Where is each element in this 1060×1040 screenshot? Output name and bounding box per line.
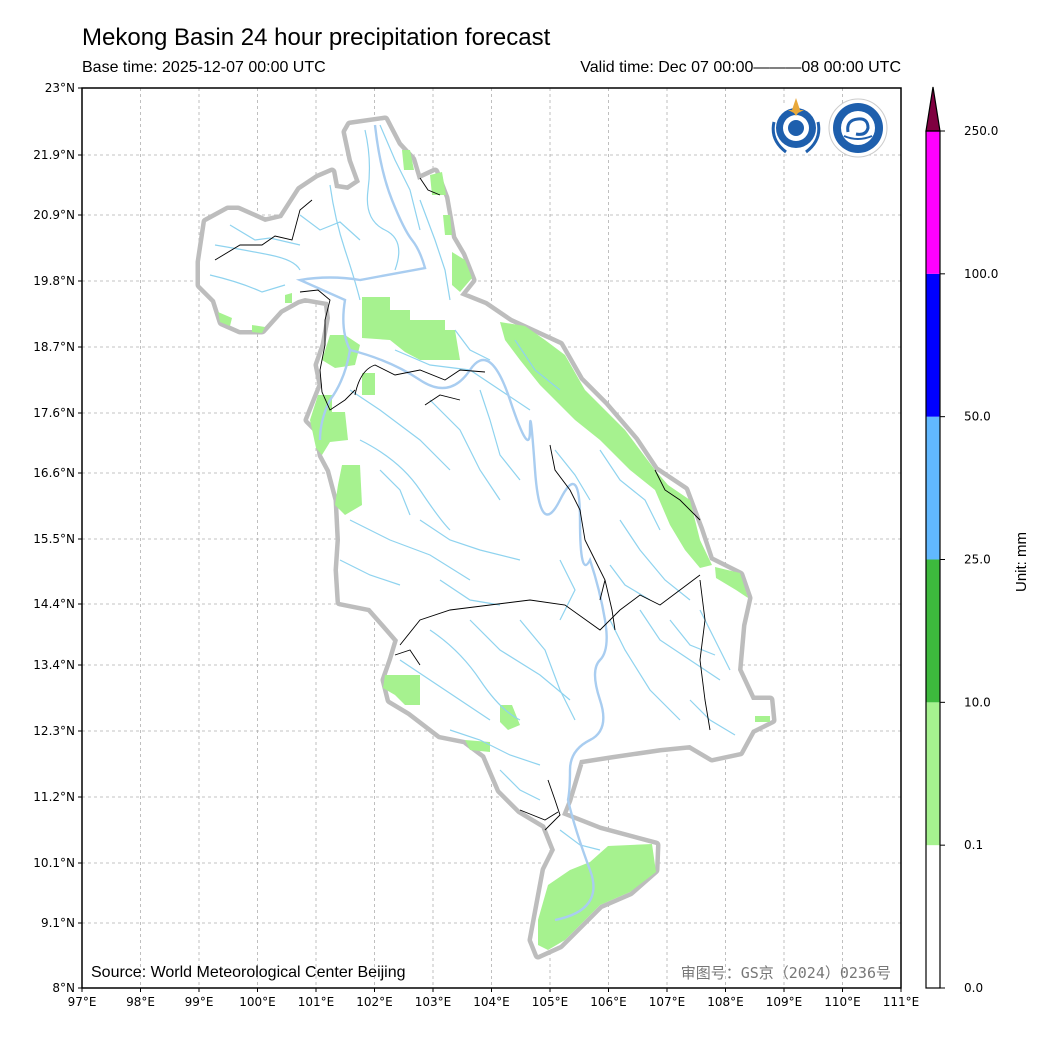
colorbar-segment [926, 131, 940, 274]
colorbar-tick-label: 100.0 [964, 267, 998, 281]
lat-tick-label: 16.6°N [33, 466, 75, 480]
lon-tick-label: 101°E [298, 995, 335, 1009]
lat-tick-label: 18.7°N [33, 340, 75, 354]
base-time-label: Base time: 2025-12-07 00:00 UTC [82, 59, 326, 76]
lon-tick-label: 110°E [824, 995, 861, 1009]
colorbar-segment [926, 416, 940, 560]
longitude-tick-labels: 97°E 98°E 99°E 100°E 101°E 102°E 103°E 104°E 105… [68, 988, 920, 1009]
colorbar-tick-label: 250.0 [964, 124, 998, 138]
valid-time-label: Valid time: Dec 07 00:00———08 00:00 UTC [580, 59, 901, 76]
lat-tick-label: 17.6°N [33, 406, 75, 420]
latitude-tick-labels: 23°N 21.9°N 20.9°N 19.8°N 18.7°N 17.6°N 16.6°N… [33, 81, 82, 995]
lat-tick-label: 15.5°N [33, 532, 75, 546]
colorbar-tick-label: 25.0 [964, 553, 991, 567]
lon-tick-label: 111°E [883, 995, 920, 1009]
lon-tick-label: 102°E [356, 995, 393, 1009]
lat-tick-label: 23°N [45, 81, 75, 95]
mekong-main-stem [295, 124, 608, 922]
lat-tick-label: 11.2°N [33, 790, 75, 804]
colorbar-tick-label: 50.0 [964, 410, 991, 424]
lon-tick-label: 108°E [707, 995, 744, 1009]
lat-tick-label: 13.4°N [33, 658, 75, 672]
source-label: Source: World Meteorological Center Beij… [91, 964, 406, 981]
lat-tick-label: 19.8°N [33, 274, 75, 288]
lon-tick-label: 106°E [590, 995, 627, 1009]
wmo-logo-icon [770, 98, 822, 154]
lat-tick-label: 9.1°N [41, 916, 75, 930]
colorbar-tick-label: 0.0 [964, 981, 983, 995]
colorbar-segment [926, 702, 940, 846]
lon-tick-label: 100°E [239, 995, 276, 1009]
colorbar-segment [926, 559, 940, 703]
colorbar-unit-label: Unit: mm [1013, 532, 1030, 592]
lat-tick-label: 8°N [52, 981, 75, 995]
lat-tick-label: 20.9°N [33, 208, 75, 222]
lon-tick-label: 98°E [126, 995, 155, 1009]
country-borders [214, 177, 711, 831]
lat-tick-label: 12.3°N [33, 724, 75, 738]
lon-tick-label: 104°E [473, 995, 510, 1009]
colorbar-segment [926, 273, 940, 417]
colorbar-extend-arrow [925, 86, 941, 132]
lon-tick-label: 105°E [532, 995, 569, 1009]
lat-tick-label: 10.1°N [33, 856, 75, 870]
lat-tick-label: 14.4°N [33, 597, 75, 611]
river-network [209, 124, 736, 851]
lon-tick-label: 103°E [415, 995, 452, 1009]
lon-tick-label: 97°E [68, 995, 97, 1009]
lat-tick-label: 21.9°N [33, 148, 75, 162]
lon-tick-label: 107°E [649, 995, 686, 1009]
approval-number-label: 审图号：GS京（2024）0236号 [681, 964, 891, 982]
colorbar-tick-label: 10.0 [964, 695, 991, 709]
lon-tick-label: 99°E [185, 995, 214, 1009]
colorbar-tick-label: 0.1 [964, 838, 983, 852]
lon-tick-label: 109°E [766, 995, 803, 1009]
colorbar-segment [926, 845, 940, 988]
map-title: Mekong Basin 24 hour precipitation forec… [82, 24, 551, 51]
precipitation-colorbar: 0.0 0.1 10.0 25.0 50.0 100.0 250.0 [925, 86, 998, 995]
cma-logo-icon [828, 98, 888, 158]
